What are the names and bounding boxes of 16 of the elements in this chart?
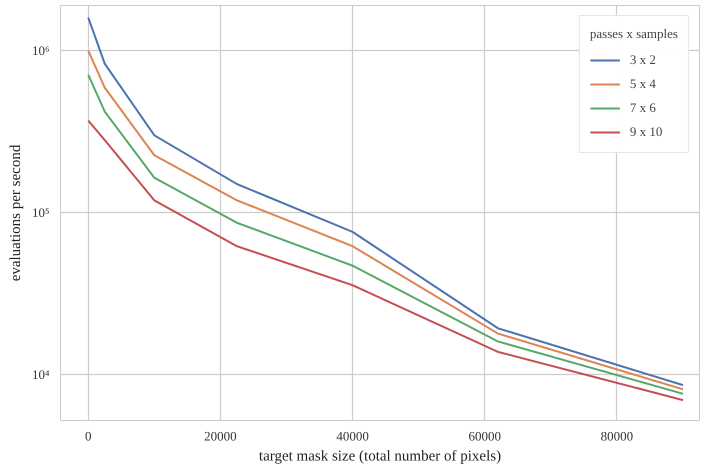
legend-label: 9 x 10 [630, 124, 662, 140]
legend-title: passes x samples [590, 26, 678, 42]
legend-label: 3 x 2 [630, 52, 656, 68]
x-tick-label: 20000 [204, 428, 237, 444]
x-tick-label: 0 [85, 428, 92, 444]
y-axis-title: evaluations per second [8, 144, 24, 282]
x-tick-label: 40000 [336, 428, 369, 444]
legend-label: 7 x 6 [630, 100, 656, 116]
x-axis-title: target mask size (total number of pixels) [258, 448, 502, 464]
x-tick-label: 60000 [468, 428, 501, 444]
line-series [87, 120, 684, 402]
legend-label: 5 x 4 [630, 76, 656, 92]
y-tick-label: 10⁵ [32, 205, 50, 220]
x-tick-label: 80000 [600, 428, 634, 444]
y-tick-label: 10⁶ [32, 43, 50, 58]
y-tick-label: 10⁴ [32, 367, 50, 382]
